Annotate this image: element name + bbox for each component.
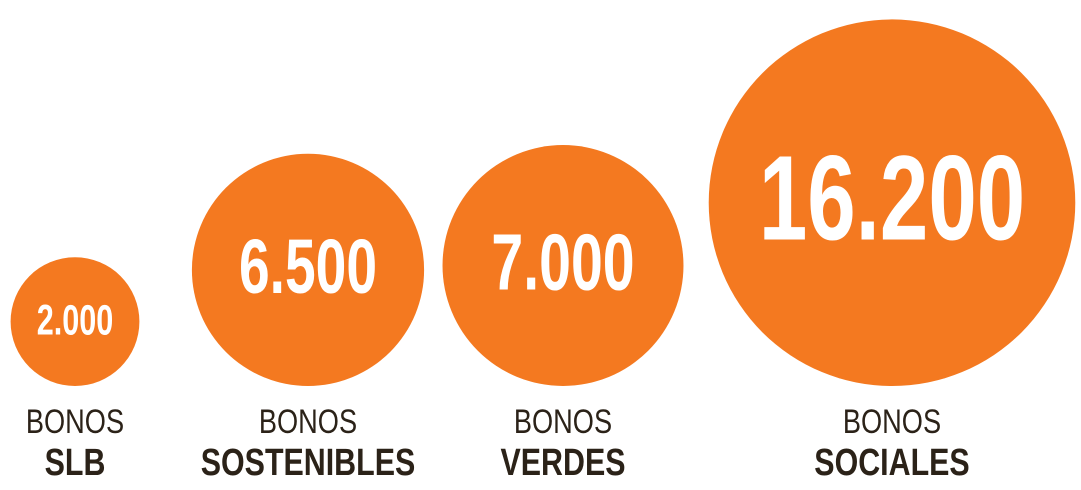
bubble xyxy=(442,145,684,386)
value-label: 2.000 xyxy=(37,296,114,344)
bubble xyxy=(10,257,140,387)
value-label: 6.500 xyxy=(239,226,377,311)
bubble xyxy=(708,19,1076,386)
category-prefix: BONOS xyxy=(843,402,941,441)
category-label: VERDES xyxy=(500,442,625,484)
category-label: SLB xyxy=(45,442,106,484)
value-label: 16.200 xyxy=(759,132,1025,266)
category-label: SOCIALES xyxy=(814,442,969,484)
category-prefix: BONOS xyxy=(514,402,612,441)
bubble xyxy=(191,153,425,386)
value-label: 7.000 xyxy=(491,217,634,307)
category-prefix: BONOS xyxy=(259,402,357,441)
category-label: SOSTENIBLES xyxy=(201,442,415,484)
category-prefix: BONOS xyxy=(26,402,124,441)
